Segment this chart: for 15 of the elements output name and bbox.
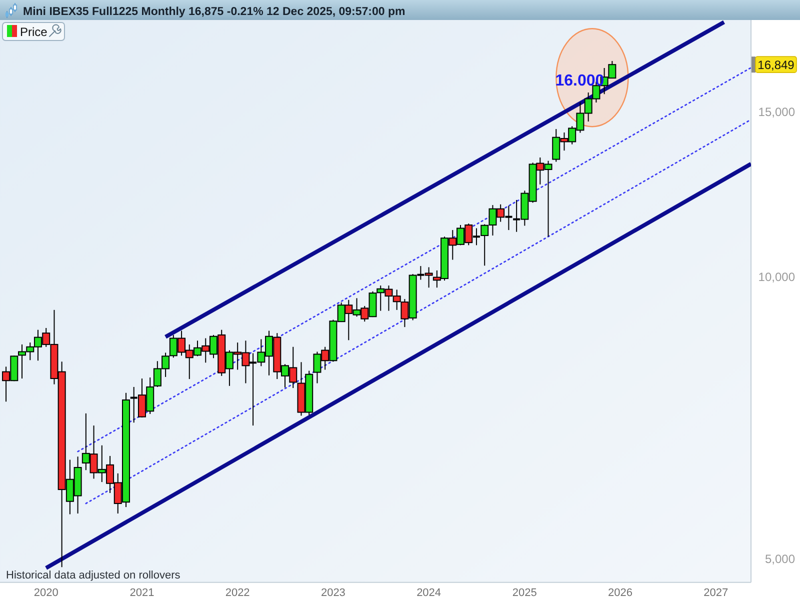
y-tick-label: 10,000: [758, 270, 796, 284]
y-tick-label: 5,000: [764, 552, 796, 566]
chart-title: Mini IBEX35 Full1225 Monthly 16,875 -0.21% 12 Dec 2025, 09:57:00 pm: [23, 6, 406, 18]
x-tick-label: 2025: [512, 587, 537, 599]
legend-label: Price: [20, 25, 48, 39]
x-tick-label: 2020: [34, 587, 58, 599]
y-tick-label: 15,000: [758, 104, 796, 119]
x-tick-label: 2023: [320, 587, 346, 599]
x-tick-label: 2026: [608, 587, 633, 599]
x-tick-label: 2027: [704, 587, 728, 599]
y-tick-label: 16,849: [758, 58, 795, 72]
x-tick-label: 2021: [130, 587, 154, 599]
x-tick-label: 2024: [416, 587, 442, 599]
annotation: Historical data adjusted on rollovers: [6, 569, 181, 582]
x-tick-label: 2022: [225, 587, 250, 599]
